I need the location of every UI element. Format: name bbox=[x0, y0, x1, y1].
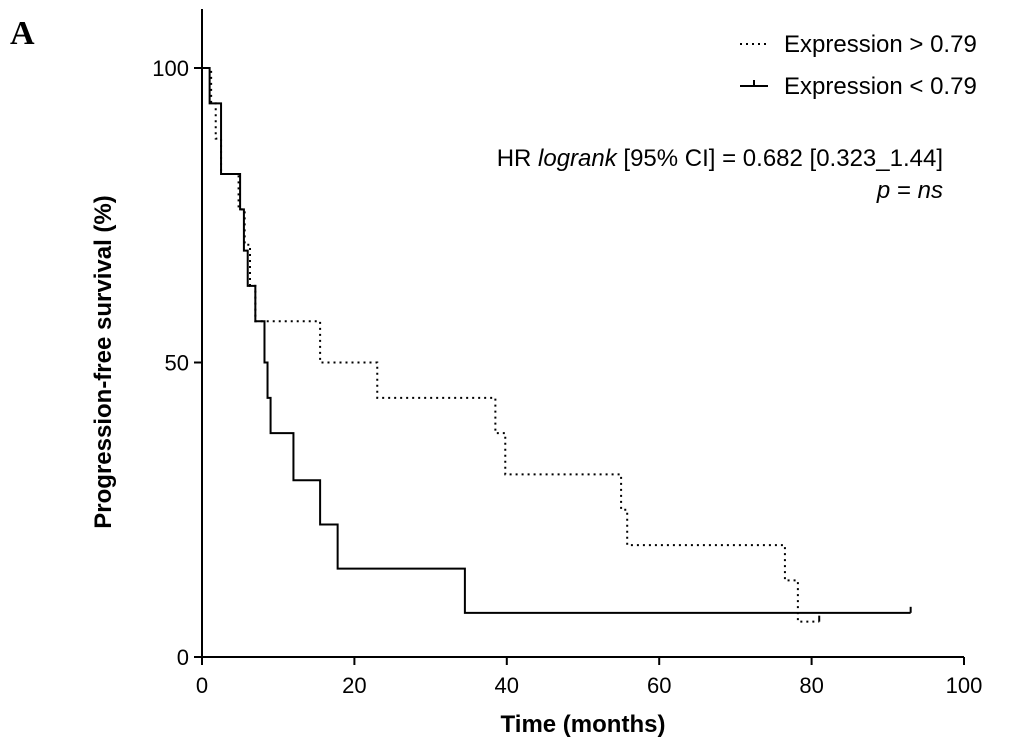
p-value-text: p = ns bbox=[876, 177, 943, 204]
hr-annotation-text: HR logrank [95% CI] = 0.682 [0.323_1.44] bbox=[497, 145, 943, 172]
x-tick-label: 40 bbox=[495, 673, 519, 698]
axes: 0 20 40 60 80 100 0 50 100 bbox=[152, 9, 982, 698]
legend-label-expression-high: Expression > 0.79 bbox=[784, 31, 977, 58]
x-tick-label: 0 bbox=[196, 673, 208, 698]
x-tick-label: 60 bbox=[647, 673, 671, 698]
y-tick-label: 50 bbox=[165, 351, 189, 376]
y-tick-label: 0 bbox=[177, 645, 189, 670]
x-axis-title: Time (months) bbox=[501, 711, 666, 738]
legend: Expression > 0.79 Expression < 0.79 bbox=[740, 31, 977, 100]
panel-label: A bbox=[10, 15, 35, 52]
series-line-1 bbox=[202, 67, 911, 614]
x-tick-label: 80 bbox=[799, 673, 823, 698]
legend-label-expression-low: Expression < 0.79 bbox=[784, 73, 977, 100]
y-tick-label: 100 bbox=[152, 56, 189, 81]
hr-annotation: HR logrank [95% CI] = 0.682 [0.323_1.44]… bbox=[497, 145, 943, 204]
series-layer bbox=[202, 67, 912, 623]
y-axis-title: Progression-free survival (%) bbox=[90, 195, 117, 528]
x-tick-label: 100 bbox=[946, 673, 983, 698]
x-tick-label: 20 bbox=[342, 673, 366, 698]
